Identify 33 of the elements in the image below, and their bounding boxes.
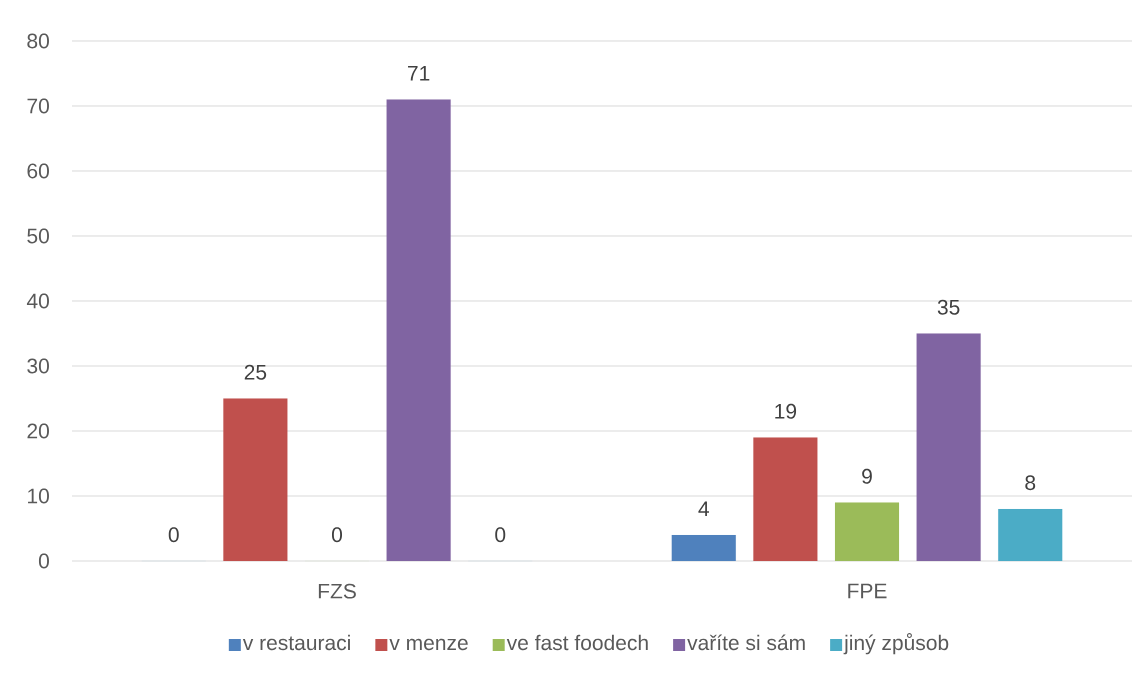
y-tick-label: 70: [27, 98, 49, 114]
bar: [671, 534, 736, 562]
data-label: 25: [244, 364, 267, 380]
data-label: 9: [862, 468, 872, 484]
y-tick-label: 80: [27, 33, 49, 49]
y-tick-label: 50: [27, 228, 49, 244]
data-label: 0: [168, 527, 179, 543]
bar: [834, 502, 900, 562]
bar: [916, 333, 981, 562]
y-tick-label: 60: [27, 163, 49, 179]
data-label: 0: [331, 527, 343, 543]
bar: [998, 508, 1063, 562]
x-tick-label: FZS: [318, 583, 356, 599]
bar: [753, 437, 818, 562]
legend-label: v restauraci: [242, 634, 350, 651]
data-label: 35: [937, 299, 960, 315]
bar: [386, 99, 451, 562]
data-label: 4: [698, 501, 709, 516]
y-tick-label: 40: [26, 293, 49, 309]
y-tick-label: 10: [28, 488, 49, 504]
data-label: 19: [775, 403, 797, 419]
data-label: 0: [495, 527, 506, 543]
data-label: 8: [1025, 475, 1036, 491]
y-tick-label: 20: [27, 423, 49, 439]
bar: [223, 398, 288, 562]
legend-label: jiný způsob: [843, 633, 949, 655]
legend-label: vaříte si sám: [687, 634, 805, 651]
y-tick-label: 0: [38, 553, 49, 569]
y-tick-label: 30: [27, 358, 49, 374]
legend-label: v menze: [389, 638, 468, 651]
legend-label: ve fast foodech: [506, 634, 648, 651]
x-tick-label: FPE: [848, 583, 887, 599]
data-label: 71: [408, 66, 430, 81]
